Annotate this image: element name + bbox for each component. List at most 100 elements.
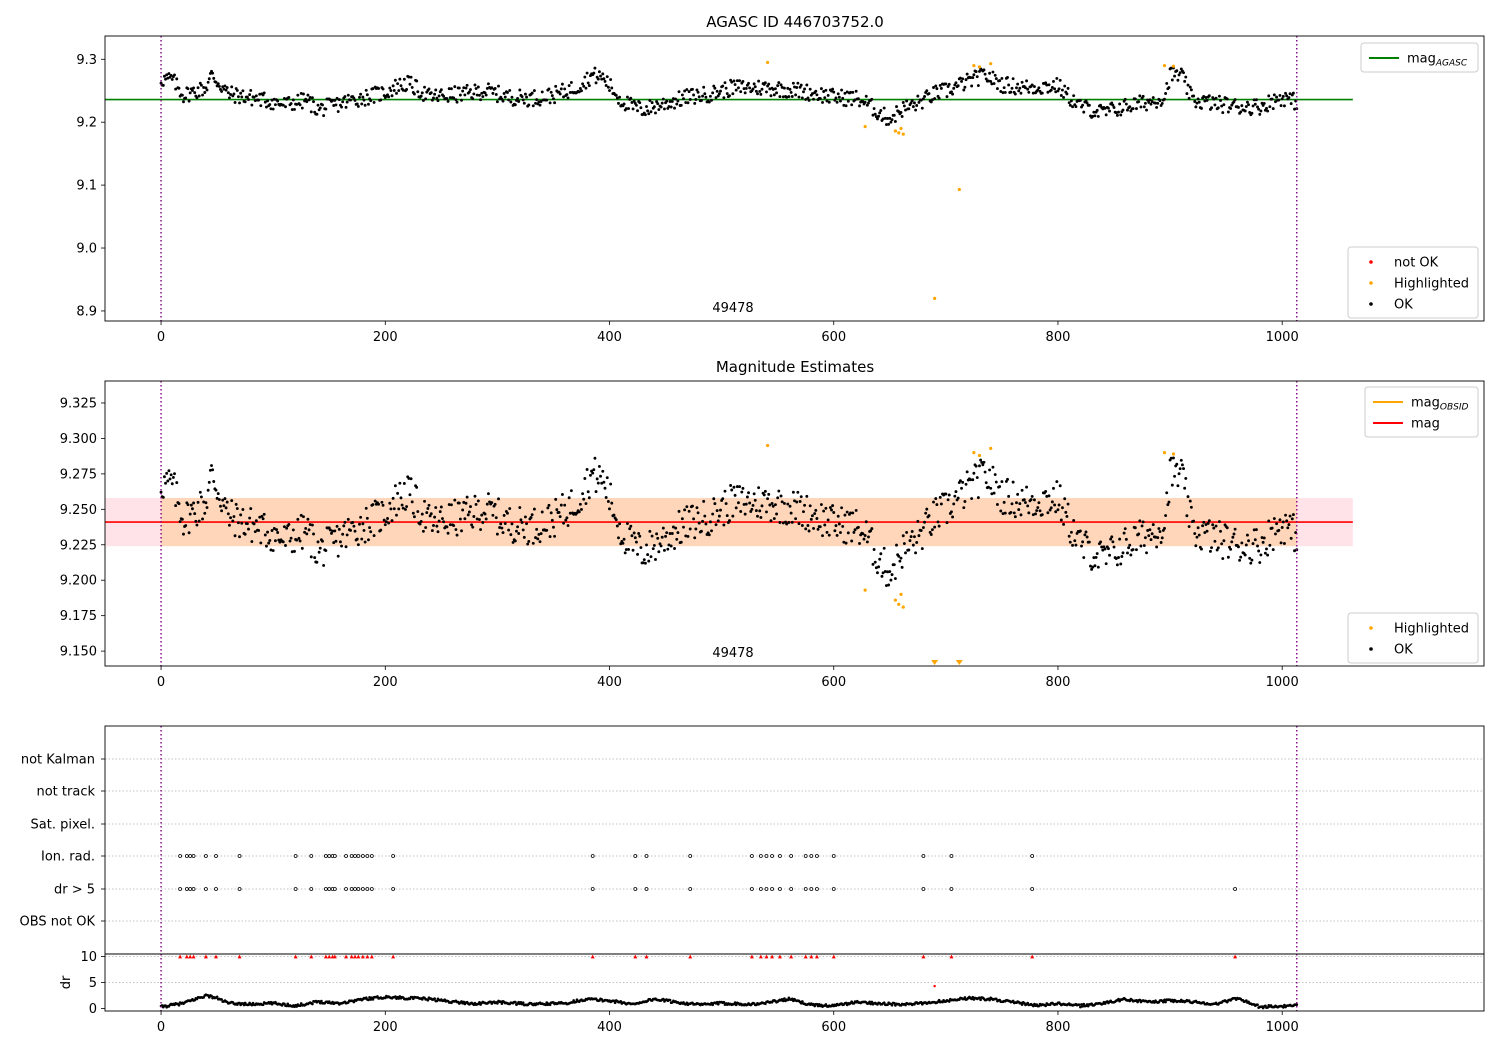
p2-ytick-label: 9.275 (60, 467, 97, 482)
ok-point (648, 529, 652, 533)
ok-point (484, 517, 488, 521)
ok-point (310, 523, 314, 527)
ok-point (563, 87, 567, 91)
ok-point (288, 539, 292, 543)
ok-point (553, 101, 557, 105)
ok-point (1046, 511, 1050, 515)
ok-point (972, 471, 976, 475)
dr-axis-label: dr (59, 975, 74, 989)
ok-point (1289, 536, 1293, 540)
ok-point (648, 99, 652, 102)
ok-point (654, 111, 657, 115)
ok-point (315, 560, 319, 564)
ok-point (639, 106, 643, 110)
ok-point (507, 98, 511, 102)
ok-point (351, 520, 355, 524)
ok-point (1222, 103, 1226, 107)
panel-agasc-annotation: 49478 (712, 301, 753, 316)
ok-point (716, 519, 720, 523)
ok-point (429, 91, 433, 95)
ok-point (881, 571, 885, 575)
ok-point (1270, 97, 1274, 101)
dr-capped-marker (213, 954, 218, 959)
ok-point (802, 90, 805, 94)
dr-point (715, 1000, 719, 1004)
dr-point (870, 1000, 874, 1004)
ok-point (1011, 480, 1015, 484)
ok-point (517, 100, 521, 103)
ok-point (814, 89, 818, 93)
ok-point (946, 85, 950, 88)
ok-point (768, 503, 772, 507)
ok-point (549, 511, 553, 515)
ok-point (1134, 548, 1138, 552)
ok-point (812, 97, 816, 101)
ok-point (469, 505, 472, 509)
ok-point (1103, 106, 1107, 110)
ok-point (558, 92, 562, 96)
flag-point (633, 887, 638, 891)
ok-point (291, 98, 295, 102)
ok-point (1046, 90, 1050, 94)
ok-point (465, 83, 469, 87)
ok-point (1219, 529, 1222, 533)
ok-point (285, 526, 289, 530)
highlighted-point (897, 602, 901, 606)
ok-point (781, 521, 785, 525)
ok-point (637, 532, 641, 535)
ok-point (162, 74, 166, 78)
ok-point (686, 101, 690, 105)
ok-point (905, 530, 909, 534)
ok-point (732, 79, 736, 83)
ok-point (887, 583, 891, 587)
ok-point (1151, 523, 1155, 527)
ok-point (214, 488, 218, 492)
ok-point (991, 70, 995, 74)
ok-point (1106, 106, 1110, 110)
ok-point (452, 524, 456, 528)
ok-point (887, 122, 891, 126)
ok-point (895, 105, 898, 109)
ok-point (730, 80, 734, 84)
ok-point (1165, 491, 1169, 495)
ok-point (478, 518, 481, 521)
ok-point (856, 97, 860, 101)
ok-point (1256, 544, 1259, 548)
ok-point (964, 482, 968, 486)
ok-point (1285, 519, 1289, 523)
ok-point (952, 502, 956, 506)
ok-point (1150, 532, 1154, 536)
ok-point (1115, 563, 1119, 567)
ok-point (1010, 502, 1014, 506)
ok-point (341, 532, 345, 536)
ok-point (547, 87, 551, 91)
highlighted-point (863, 124, 867, 129)
ok-point (920, 106, 924, 110)
ok-point (974, 70, 978, 74)
ok-point (240, 521, 244, 525)
flag-point (184, 887, 189, 891)
ok-point (605, 75, 609, 79)
ok-point (904, 551, 907, 555)
ok-point (1006, 75, 1009, 79)
ok-point (583, 75, 587, 79)
ok-point (741, 486, 745, 490)
ok-point (1206, 521, 1210, 525)
ok-point (669, 544, 673, 548)
ok-point (408, 82, 412, 86)
ok-point (532, 89, 536, 93)
ok-point (317, 550, 321, 554)
ok-point (675, 102, 679, 106)
highlighted-point (977, 453, 982, 458)
ok-point (305, 100, 309, 104)
ok-point (1092, 110, 1096, 114)
ok-point (208, 468, 212, 472)
ok-point (1080, 544, 1083, 548)
ok-point (410, 85, 414, 89)
ok-point (713, 86, 717, 90)
ok-point (168, 477, 172, 481)
flag-point (809, 887, 814, 891)
ok-point (506, 91, 509, 94)
ok-point (1268, 105, 1272, 109)
